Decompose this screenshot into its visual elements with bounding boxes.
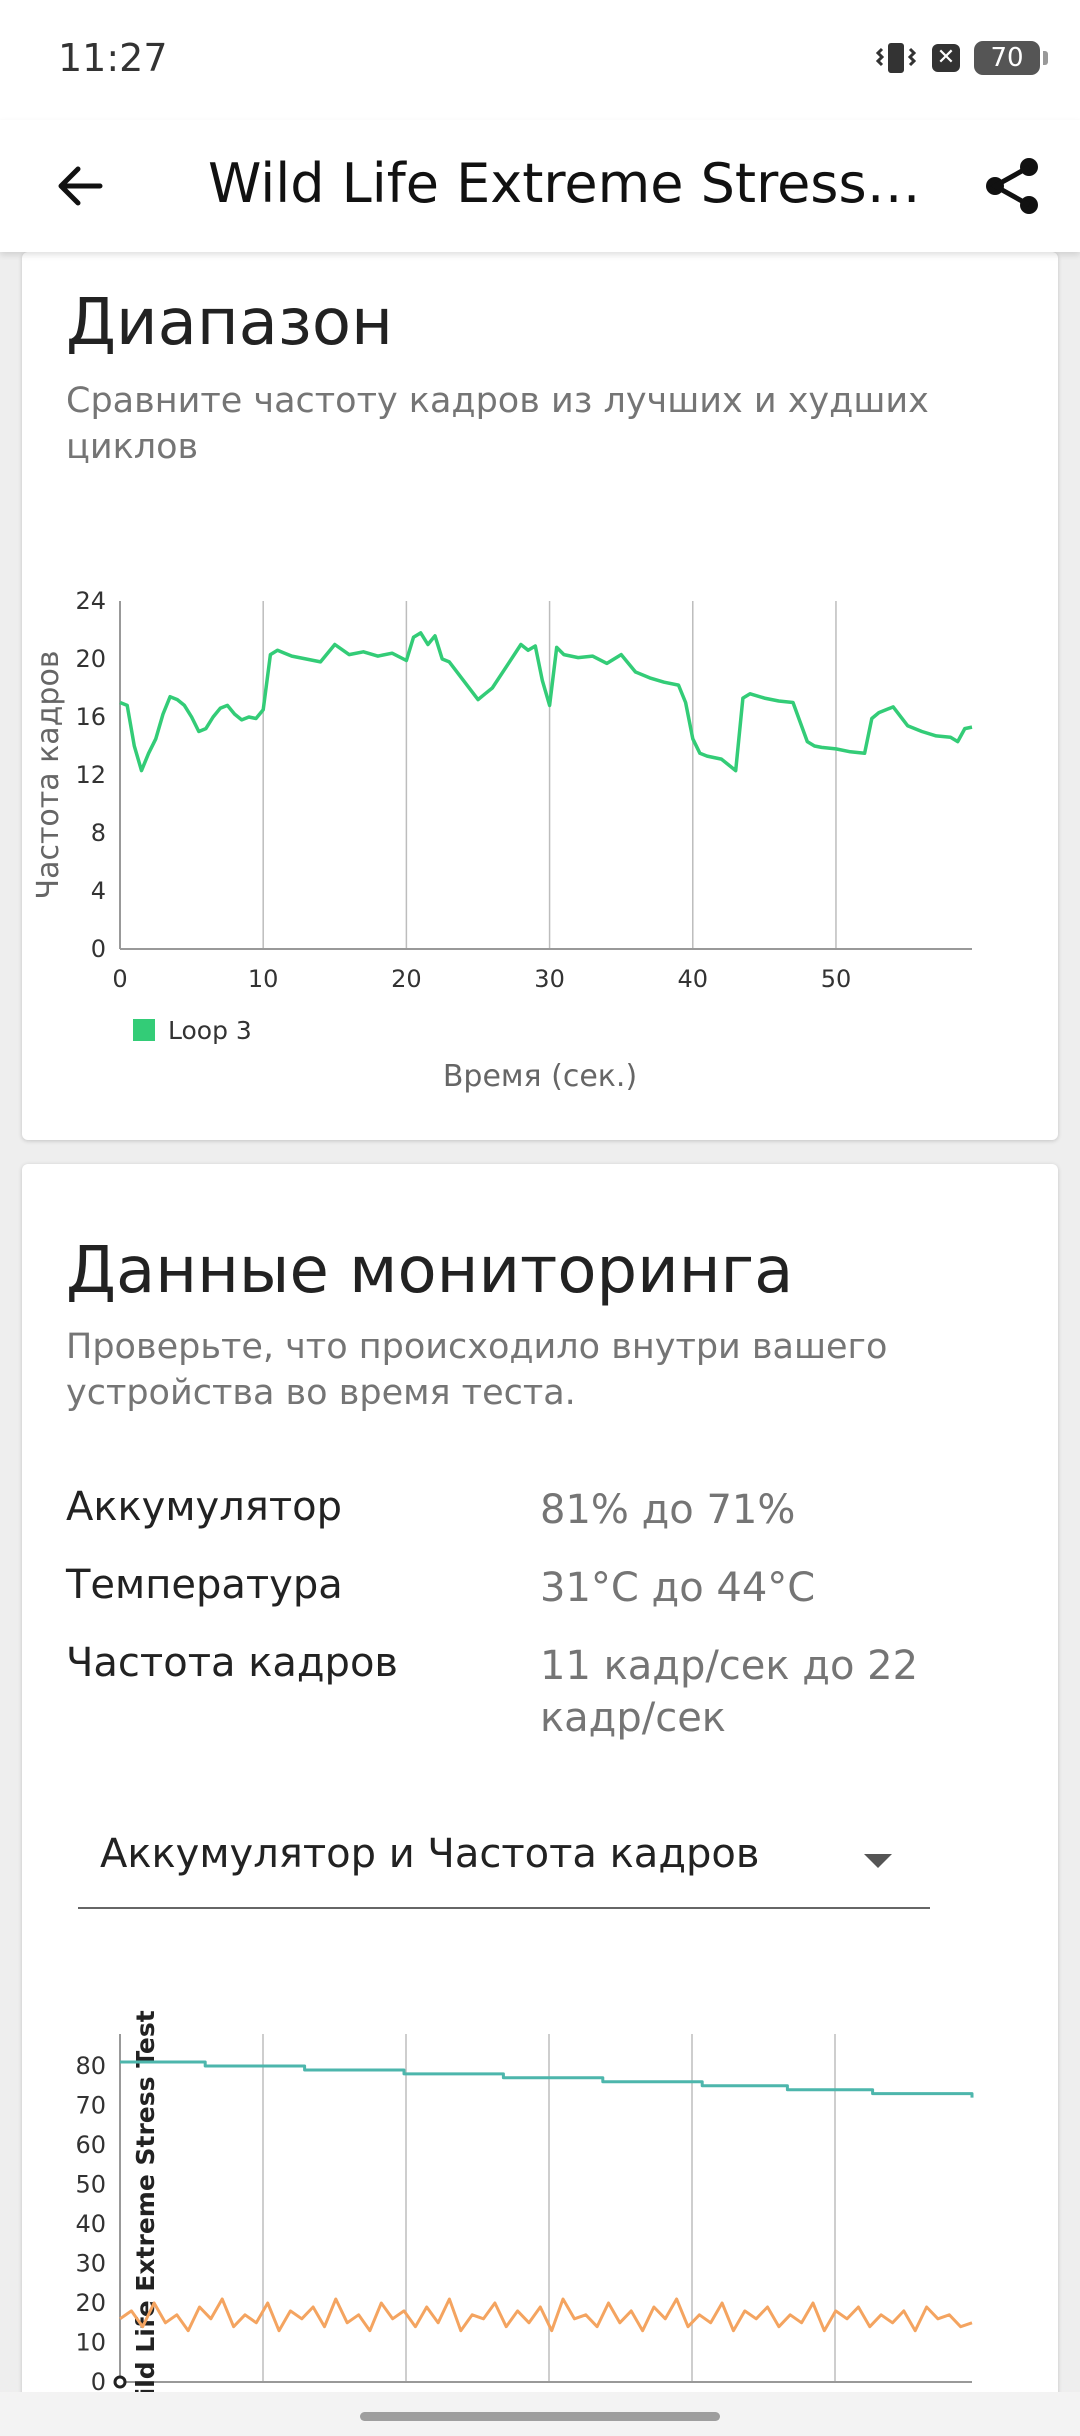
vibrate-icon bbox=[875, 43, 917, 73]
vertical-chart-label: Wild Life Extreme Stress Test bbox=[131, 2010, 160, 2424]
battery-value: 81% до 71% bbox=[540, 1487, 796, 1533]
caret-down-icon bbox=[864, 1854, 892, 1868]
app-bar: Wild Life Extreme Stress… bbox=[0, 120, 1080, 252]
x-axis-label: Время (сек.) bbox=[443, 1059, 637, 1094]
y-tick-label: 80 bbox=[75, 2052, 106, 2080]
range-title: Диапазон bbox=[66, 286, 393, 360]
home-handle[interactable] bbox=[360, 2412, 720, 2421]
y-axis-label: Частота кадров bbox=[31, 651, 66, 900]
chart-select-dropdown[interactable]: Аккумулятор и Частота кадров bbox=[78, 1809, 930, 1909]
temperature-row: Температура 31°C до 44°C bbox=[66, 1562, 1026, 1622]
series-line-framerate bbox=[119, 2297, 973, 2333]
arrow-left-icon bbox=[58, 166, 103, 206]
temperature-value: 31°C до 44°C bbox=[540, 1565, 816, 1611]
monitoring-title: Данные мониторинга bbox=[66, 1234, 794, 1308]
framerate-label: Частота кадров bbox=[66, 1640, 398, 1686]
x-tick-label: 0 bbox=[112, 965, 127, 993]
x-tick-label: 20 bbox=[391, 965, 422, 993]
range-card: Диапазон Сравните частоту кадров из лучш… bbox=[22, 252, 1058, 1140]
x-tick-label: 10 bbox=[248, 965, 279, 993]
y-tick-label: 4 bbox=[91, 877, 106, 905]
status-time: 11:27 bbox=[58, 36, 168, 80]
temperature-label: Температура bbox=[66, 1562, 343, 1608]
y-tick-label: 40 bbox=[75, 2210, 106, 2238]
origin-marker bbox=[113, 2375, 127, 2389]
no-sim-icon: ✕ bbox=[932, 44, 960, 72]
share-button[interactable] bbox=[974, 148, 1050, 224]
series-line-battery bbox=[120, 2060, 974, 2098]
range-chart: 0 10 20 30 40 50 0 4 8 12 16 20 24 Частота кадров Врем… bbox=[31, 587, 973, 1094]
monitoring-card: Данные мониторинга Проверьте, что происх… bbox=[22, 1164, 1058, 2436]
page-title: Wild Life Extreme Stress… bbox=[208, 152, 921, 215]
battery-label: Аккумулятор bbox=[66, 1484, 342, 1530]
share-icon bbox=[986, 158, 1038, 214]
y-tick-label: 50 bbox=[75, 2171, 106, 2199]
monitoring-subtitle: Проверьте, что происходило внутри вашего… bbox=[66, 1327, 888, 1413]
legend-label: Loop 3 bbox=[168, 1016, 252, 1045]
battery-row: Аккумулятор 81% до 71% bbox=[66, 1484, 1026, 1544]
y-tick-label: 0 bbox=[91, 2368, 106, 2396]
gesture-nav-bar bbox=[0, 2392, 1080, 2436]
range-subtitle: Сравните частоту кадров из лучших и худш… bbox=[66, 381, 929, 467]
y-tick-label: 16 bbox=[75, 703, 106, 731]
x-tick-label: 50 bbox=[821, 965, 852, 993]
legend-swatch bbox=[133, 1019, 155, 1041]
y-tick-label: 0 bbox=[91, 935, 106, 963]
dropdown-selected: Аккумулятор и Частота кадров bbox=[100, 1831, 760, 1877]
monitoring-chart: 0 10 20 30 40 50 60 70 80 Wild Life Extreme Stres… bbox=[75, 2010, 974, 2424]
y-tick-label: 24 bbox=[75, 587, 106, 615]
framerate-row: Частота кадров 11 кадр/сек до 22 кадр/се… bbox=[66, 1640, 1026, 1750]
y-tick-label: 70 bbox=[75, 2092, 106, 2120]
status-icons: ✕ 70 bbox=[874, 38, 1048, 78]
y-tick-label: 8 bbox=[91, 819, 106, 847]
back-button[interactable] bbox=[44, 150, 116, 222]
y-tick-label: 30 bbox=[75, 2250, 106, 2278]
framerate-value: 11 кадр/сек до 22 кадр/сек bbox=[540, 1643, 919, 1741]
y-tick-label: 20 bbox=[75, 2289, 106, 2317]
y-tick-label: 60 bbox=[75, 2131, 106, 2159]
series-line-loop-3 bbox=[119, 631, 973, 773]
status-bar: 11:27 ✕ 70 bbox=[0, 0, 1080, 120]
y-tick-label: 10 bbox=[75, 2329, 106, 2357]
y-tick-label: 20 bbox=[75, 645, 106, 673]
x-tick-label: 30 bbox=[534, 965, 565, 993]
y-tick-label: 12 bbox=[75, 761, 106, 789]
battery-icon: 70 bbox=[974, 41, 1048, 75]
x-tick-label: 40 bbox=[677, 965, 708, 993]
